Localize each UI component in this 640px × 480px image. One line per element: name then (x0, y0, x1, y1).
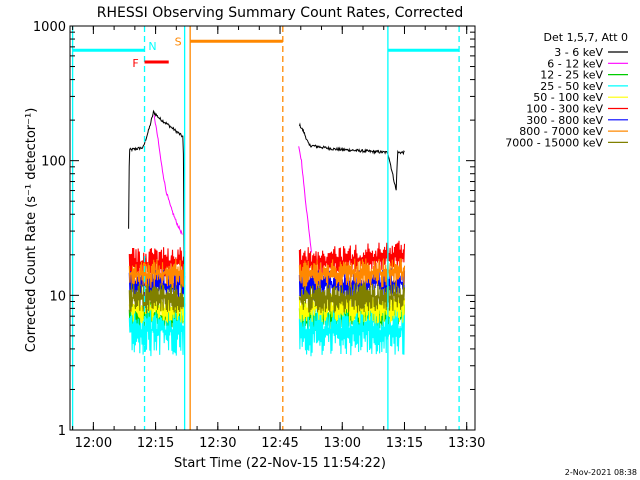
legend-entry-label: 3 - 6 keV (554, 46, 603, 59)
series-line-25-50-kev-2 (298, 304, 406, 357)
plot-frame (69, 25, 476, 431)
y-tick-label: 1 (58, 424, 66, 439)
x-tick-label: 12:45 (261, 436, 298, 451)
series-line-3-6-kev-1 (128, 109, 185, 298)
series-line-7000-15000-kev-2 (298, 282, 406, 314)
series-line-3-6-kev-2 (298, 122, 405, 191)
series-line-800-7000-kev-2 (298, 257, 406, 289)
series-line-6-12-kev-2 (298, 146, 312, 253)
axis-ticks: 12:00 12:15 12:30 12:45 13:00 13:15 13:30 1 10 10… (33, 20, 486, 451)
x-tick-label: 13:00 (324, 436, 361, 451)
interval-label-s: S (175, 35, 182, 48)
interval-markers (71, 26, 460, 430)
y-tick-label: 1000 (33, 20, 66, 35)
legend-entry-label: 800 - 7000 keV (519, 125, 603, 138)
series-line-7000-15000-kev-1 (128, 283, 186, 314)
legend-entry-label: 7000 - 15000 keV (505, 136, 603, 149)
interval-label-n: N (148, 40, 156, 53)
series-line-25-50-kev-1 (128, 304, 186, 357)
plot-timestamp: 2-Nov-2021 08:38 (565, 468, 637, 477)
x-tick-label: 13:30 (448, 436, 485, 451)
y-tick-label: 100 (41, 155, 66, 170)
band-traces (128, 240, 406, 357)
interval-label-f: F (132, 57, 138, 70)
legend-entry-label: 300 - 800 keV (526, 114, 603, 127)
series-traces (128, 109, 405, 298)
x-tick-label: 13:15 (386, 436, 423, 451)
x-axis-label: Start Time (22-Nov-15 11:54:22) (174, 456, 386, 471)
legend-entry-label: 50 - 100 keV (533, 91, 603, 104)
legend-entry-label: 100 - 300 keV (526, 103, 603, 116)
legend-title: Det 1,5,7, Att 0 (544, 31, 628, 44)
legend-entry-label: 25 - 50 keV (540, 80, 603, 93)
y-tick-label: 10 (49, 289, 66, 304)
legend-entry-label: 6 - 12 keV (547, 57, 603, 70)
chart-title: RHESSI Observing Summary Count Rates, Co… (97, 5, 463, 21)
series-line-800-7000-kev-1 (128, 258, 186, 289)
x-tick-label: 12:15 (137, 436, 174, 451)
series-line-6-12-kev-1 (153, 115, 183, 235)
x-tick-label: 12:00 (75, 436, 112, 451)
x-tick-label: 12:30 (199, 436, 236, 451)
legend-entry-label: 12 - 25 keV (540, 69, 603, 82)
y-axis-label: Corrected Count Rate (s⁻¹ detector⁻¹) (24, 108, 39, 353)
interval-bars: NF S (72, 35, 460, 70)
